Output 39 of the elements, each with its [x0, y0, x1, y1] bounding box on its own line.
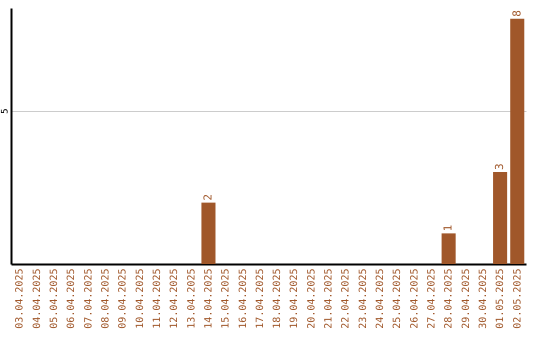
x-tick-label: 29.04.2025: [460, 268, 472, 329]
bar: [493, 172, 508, 264]
x-tick-label: 11.04.2025: [152, 268, 163, 329]
data-label: 8: [510, 10, 524, 17]
x-tick-label: 25.04.2025: [392, 268, 404, 329]
x-tick-label: 13.04.2025: [186, 268, 198, 329]
x-tick-label: 24.04.2025: [375, 268, 386, 329]
x-tick-label: 06.04.2025: [66, 268, 78, 329]
data-label: 1: [442, 224, 455, 232]
x-tick-label: 04.04.2025: [32, 268, 43, 329]
bar: [442, 233, 456, 264]
x-tick-label: 21.04.2025: [324, 268, 335, 329]
x-tick-label: 17.04.2025: [254, 268, 266, 329]
y-tick-label: 5: [0, 108, 10, 114]
x-tick-label: 10.04.2025: [134, 268, 146, 329]
x-tick-label: 20.04.2025: [306, 268, 318, 329]
x-tick-label: 30.04.2025: [478, 268, 489, 329]
x-tick-label: 22.04.2025: [340, 268, 352, 329]
x-tick-label: 28.04.2025: [444, 268, 455, 329]
bar: [201, 202, 216, 264]
x-tick-label: 18.04.2025: [272, 268, 284, 329]
x-tick-label: 07.04.2025: [83, 268, 94, 329]
x-tick-label: 16.04.2025: [238, 268, 249, 329]
x-tick-label: 14.04.2025: [203, 268, 214, 329]
x-tick-label: 01.05.2025: [495, 268, 506, 329]
x-tick-label: 02.05.2025: [512, 268, 524, 329]
data-label: 2: [201, 194, 214, 201]
bar: [510, 18, 524, 264]
x-tick-label: 03.04.2025: [14, 268, 26, 329]
x-tick-label: 27.04.2025: [426, 268, 438, 329]
data-label: 3: [493, 163, 506, 170]
x-tick-label: 05.04.2025: [49, 268, 60, 329]
x-tick-label: 26.04.2025: [409, 268, 420, 329]
x-tick-label: 12.04.2025: [169, 268, 180, 329]
x-tick-label: 19.04.2025: [289, 268, 300, 329]
x-tick-label: 23.04.2025: [358, 268, 369, 329]
x-tick-label: 08.04.2025: [100, 268, 112, 329]
x-tick-label: 15.04.2025: [220, 268, 232, 329]
x-tick-label: 09.04.2025: [118, 268, 129, 329]
